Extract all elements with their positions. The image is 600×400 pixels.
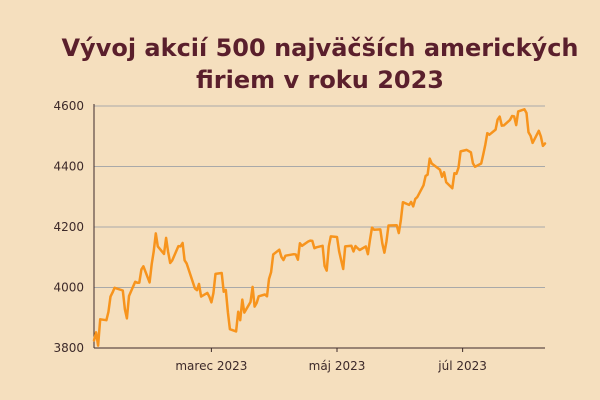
chart-title: Vývoj akcií 500 najväčších amerických fi… [60, 32, 580, 96]
y-tick-label: 4400 [53, 160, 84, 174]
series-line [92, 108, 547, 347]
x-tick-label: júl 2023 [437, 359, 487, 373]
y-tick-label: 4000 [53, 281, 84, 295]
axes [93, 104, 545, 352]
series-layer [92, 108, 547, 347]
y-tick-label: 4600 [53, 99, 84, 113]
chart-title-line-2: firiem v roku 2023 [195, 66, 444, 94]
x-tick-label: marec 2023 [175, 359, 247, 373]
gridlines [94, 105, 545, 288]
chart-title-line-1: Vývoj akcií 500 najväčších amerických [61, 34, 579, 62]
x-tick-label: máj 2023 [309, 359, 366, 373]
y-tick-label: 3800 [53, 341, 84, 355]
y-tick-label: 4200 [53, 220, 84, 234]
tick-labels: 3800 4000 4200 4400 4600 marec 2023 máj 2023 jú… [53, 99, 486, 373]
